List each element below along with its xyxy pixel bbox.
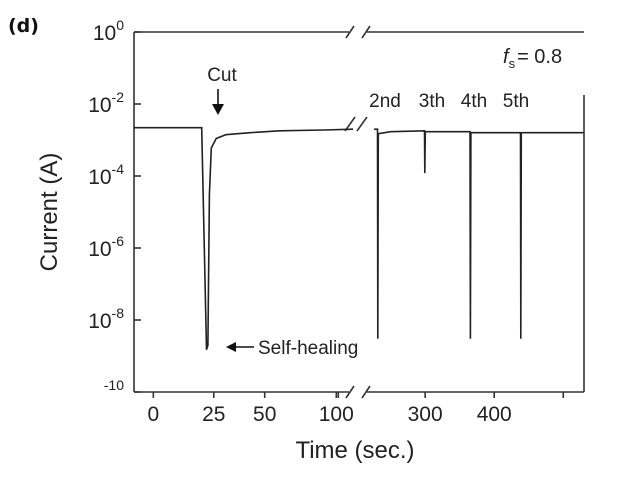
- y-tick-label-base: 10: [88, 238, 111, 261]
- y-tick-label-base: 10: [93, 22, 116, 45]
- panel-label: (d): [8, 15, 39, 37]
- y-tick-label: 10-6: [88, 233, 124, 261]
- x-axis-label: Time (sec.): [295, 437, 414, 464]
- y-tick-label-exponent: -8: [112, 305, 125, 321]
- y-tick-label: -10: [104, 377, 124, 393]
- fifth-cut-label: 5th: [503, 91, 529, 112]
- x-tick-label: 25: [202, 403, 225, 426]
- axis-break-top: [345, 25, 371, 39]
- y-tick-label-exponent: -2: [112, 89, 125, 105]
- x-tick-label: 400: [477, 403, 512, 426]
- y-tick-label-exponent: -10: [104, 377, 124, 393]
- axes-frame: [133, 31, 585, 393]
- y-tick-label: 10-8: [88, 305, 124, 333]
- x-tick-label: 50: [253, 403, 276, 426]
- fs-annotation: fs = 0.8: [503, 46, 562, 71]
- self-healing-label: Self-healing: [258, 338, 358, 359]
- y-tick-label-base: 10: [88, 166, 111, 189]
- cut-label: Cut: [207, 65, 237, 86]
- third-cut-label: 3th: [419, 91, 445, 112]
- current-trace: [134, 126, 584, 350]
- fs-subscript: s: [509, 56, 516, 71]
- x-tick-label: 100: [319, 403, 354, 426]
- cut-arrow-icon: [212, 89, 224, 115]
- x-tick-label: 300: [408, 403, 443, 426]
- fourth-cut-label: 4th: [461, 91, 487, 112]
- y-tick-label: 100: [93, 17, 124, 45]
- y-axis-label: Current (A): [36, 153, 63, 272]
- self-healing-arrow-icon: [226, 342, 254, 352]
- second-cut-label: 2nd: [369, 91, 401, 112]
- y-tick-label: 10-4: [88, 161, 124, 189]
- fs-value: = 0.8: [517, 46, 562, 68]
- y-tick-label-base: 10: [88, 94, 111, 117]
- y-tick-label-exponent: 0: [116, 17, 124, 33]
- x-ticks: 0 25 50 100 300 400: [147, 392, 565, 426]
- y-tick-label-base: 10: [88, 310, 111, 333]
- y-tick-label-exponent: -4: [112, 161, 125, 177]
- y-tick-label: 10-2: [88, 89, 124, 117]
- axis-break-bottom: [345, 385, 371, 399]
- fs-symbol: f: [503, 46, 511, 68]
- x-tick-label: 0: [147, 403, 159, 426]
- y-tick-label-exponent: -6: [112, 233, 125, 249]
